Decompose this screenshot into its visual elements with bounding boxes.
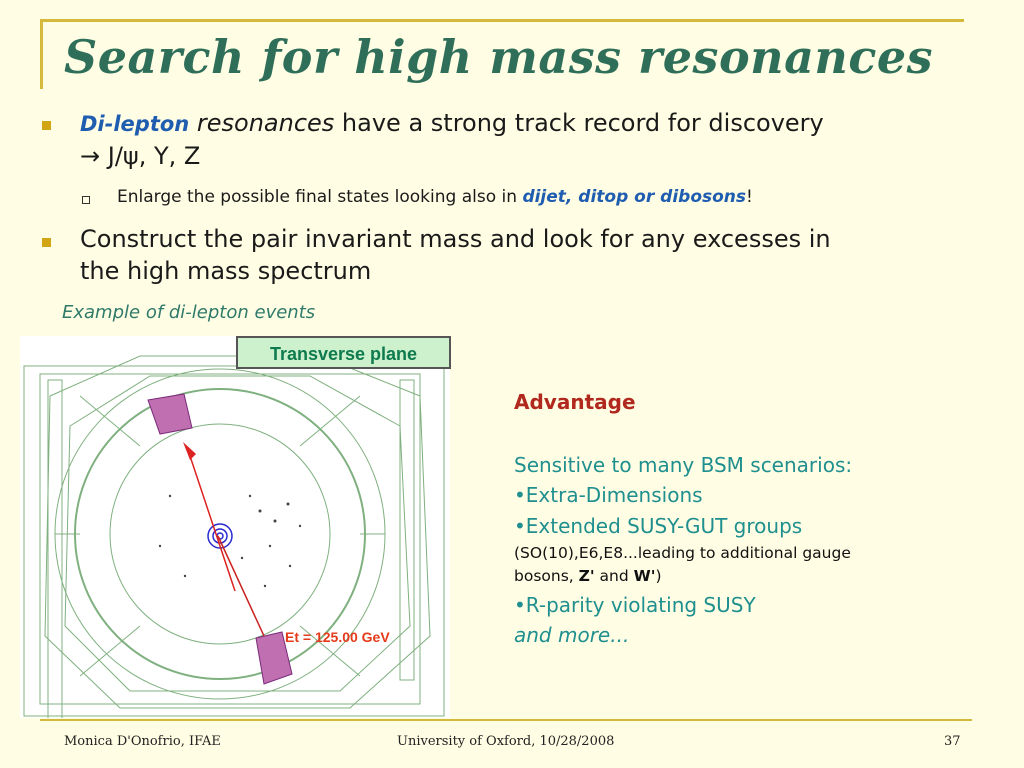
gauge-bosons-note-2: bosons, Z' and W'): [514, 565, 662, 588]
example-caption: Example of di-lepton events: [62, 302, 316, 323]
close-paren: ): [655, 567, 662, 585]
detector-drawing: Et = 125.00 GeV: [23, 355, 445, 721]
sub-bullet-marker: [82, 196, 90, 204]
sub-bullet-end: !: [746, 187, 753, 207]
event-display: Et = 125.00 GeV: [20, 336, 450, 721]
bullet-marker-1: [42, 121, 51, 130]
rparity-item: •R-parity violating SUSY: [514, 593, 756, 617]
footer-line: [40, 719, 972, 721]
dilepton-term: Di-lepton: [80, 112, 190, 136]
extra-dimensions-item: •Extra-Dimensions: [514, 483, 703, 507]
sub-bullet-text: Enlarge the possible final states lookin…: [117, 187, 753, 207]
bosons-text: bosons,: [514, 567, 579, 585]
w-prime: W': [633, 567, 656, 585]
advantage-heading: Advantage: [514, 390, 636, 414]
slide-title: Search for high mass resonances: [64, 30, 933, 84]
lepton-track-1: [189, 455, 236, 592]
title-frame-top: [40, 19, 964, 22]
bullet-1-rest: have a strong track record for discovery: [334, 109, 824, 137]
and-more: and more...: [514, 623, 630, 647]
lepton-track-2: [217, 535, 265, 637]
bullet-2-line-1: Construct the pair invariant mass and lo…: [80, 225, 831, 253]
bullet-1-line-2: → J/ψ, Υ, Z: [80, 142, 201, 170]
susy-gut-item: •Extended SUSY-GUT groups: [514, 514, 803, 538]
resonances-word: resonances: [189, 109, 335, 137]
transverse-plane-label: Transverse plane: [236, 336, 451, 369]
footer-author: Monica D'Onofrio, IFAE: [64, 734, 221, 749]
hit-points: [158, 494, 302, 588]
bullet-marker-2: [42, 238, 51, 247]
calorimeter-ring-outer: [54, 368, 386, 700]
footer-venue: University of Oxford, 10/28/2008: [397, 734, 615, 749]
bullet-1-line-1: Di-lepton resonances have a strong track…: [80, 108, 824, 139]
outer-polygon-shape: [44, 355, 431, 709]
bsm-scenarios-line: Sensitive to many BSM scenarios:: [514, 453, 853, 477]
title-frame-left: [40, 19, 43, 89]
outer-frame-shape: [23, 365, 445, 717]
energy-deposits: [147, 393, 293, 685]
et-label: Et = 125.00 GeV: [285, 629, 390, 645]
sub-bullet-lead: Enlarge the possible final states lookin…: [117, 187, 523, 207]
page-number: 37: [944, 734, 961, 749]
z-prime: Z': [578, 567, 595, 585]
gauge-bosons-note-1: (SO(10),E6,E8...leading to additional ga…: [514, 544, 851, 562]
bullet-2-line-2: the high mass spectrum: [80, 257, 372, 285]
track-arrow: [183, 442, 196, 460]
deposit-upper: [147, 393, 193, 435]
deposit-lower: [255, 631, 293, 685]
and-text: and: [594, 567, 634, 585]
final-states-highlight: dijet, ditop or dibosons: [522, 187, 747, 207]
